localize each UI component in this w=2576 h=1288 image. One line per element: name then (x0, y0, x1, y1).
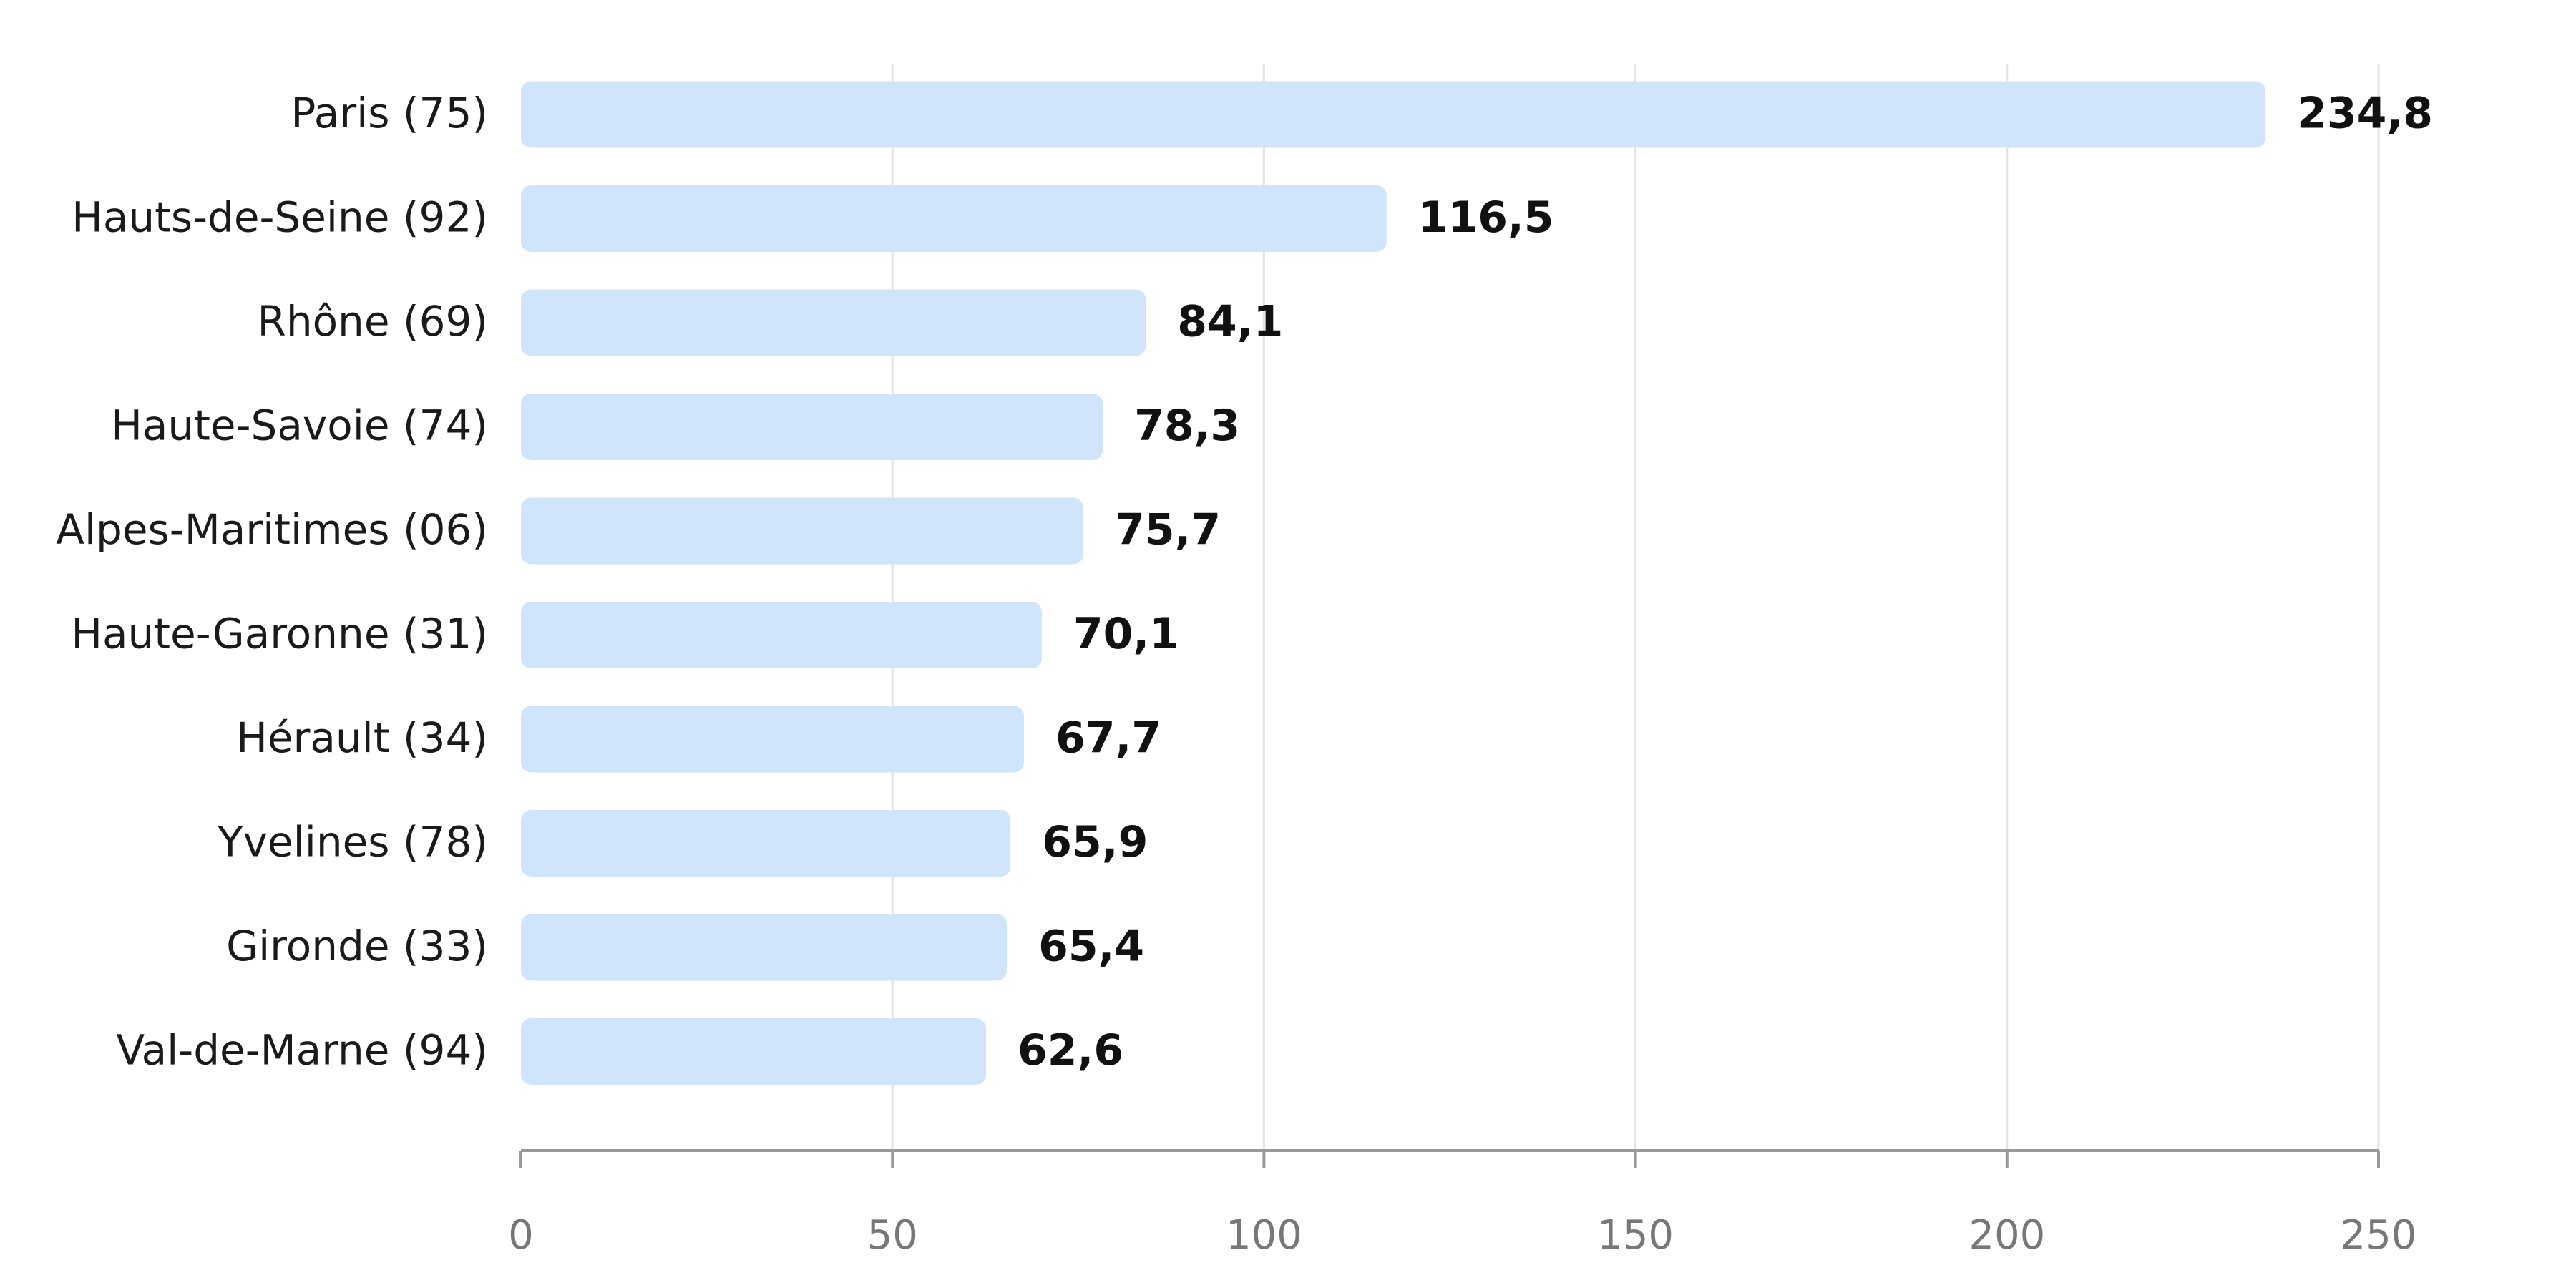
x-tick-label: 50 (867, 1212, 918, 1259)
value-label: 65,4 (1038, 922, 1144, 972)
y-tick-label: Haute-Savoie (74) (111, 401, 488, 450)
y-tick-label: Yvelines (78) (217, 818, 488, 867)
value-label: 75,7 (1115, 505, 1221, 555)
bar (521, 81, 2266, 148)
value-label: 78,3 (1134, 401, 1240, 451)
bar (521, 185, 1387, 252)
y-tick-label: Alpes-Maritimes (06) (56, 505, 488, 554)
bar (521, 914, 1008, 981)
bar (521, 497, 1084, 565)
y-tick-label: Rhône (69) (258, 297, 488, 346)
value-label: 234,8 (2297, 89, 2433, 139)
x-tick-label: 0 (508, 1212, 534, 1259)
y-tick-label: Haute-Garonne (31) (71, 610, 488, 658)
bar (521, 602, 1042, 668)
y-tick-label: Hauts-de-Seine (92) (72, 193, 488, 242)
value-label: 116,5 (1418, 192, 1554, 243)
y-tick-label: Val-de-Marne (94) (116, 1026, 488, 1075)
y-tick-label: Hérault (34) (236, 713, 488, 762)
bar (521, 289, 1146, 356)
bar (521, 706, 1024, 773)
x-tick-label: 250 (2341, 1212, 2417, 1259)
value-label: 67,7 (1055, 713, 1161, 763)
value-label: 62,6 (1018, 1025, 1123, 1075)
value-label: 84,1 (1177, 297, 1283, 347)
bar (521, 1018, 987, 1085)
x-tick-label: 150 (1597, 1212, 1674, 1259)
x-tick-label: 100 (1226, 1212, 1302, 1259)
bar (521, 810, 1011, 877)
y-tick-label: Paris (75) (291, 89, 488, 137)
bar (521, 394, 1103, 460)
value-label: 65,9 (1042, 817, 1148, 867)
x-tick-label: 200 (1968, 1212, 2045, 1259)
value-label: 70,1 (1073, 609, 1179, 659)
y-tick-label: Gironde (33) (226, 922, 488, 970)
